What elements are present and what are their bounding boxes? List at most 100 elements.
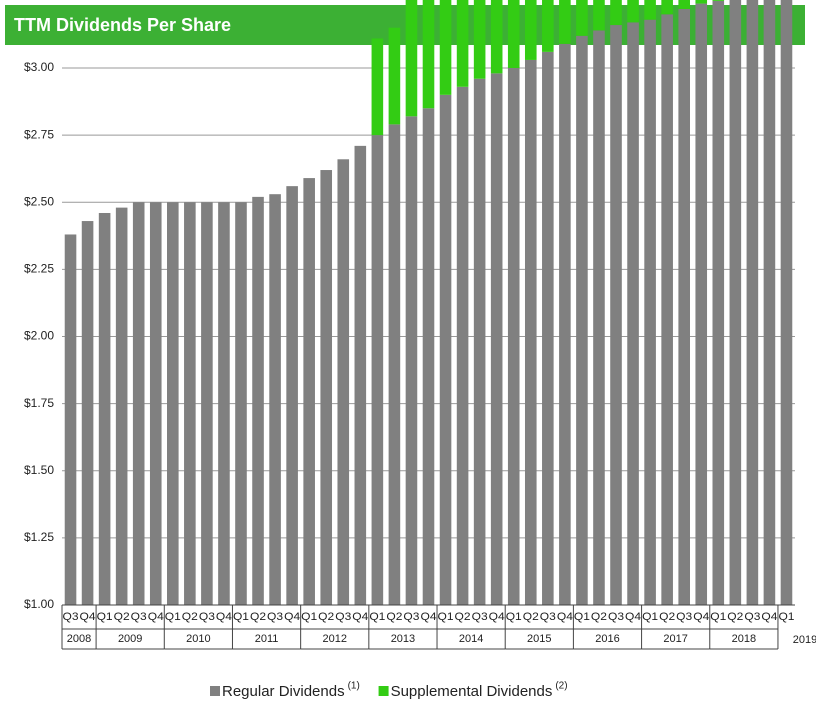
x-tick-label: Q1 bbox=[506, 611, 522, 623]
x-tick-label: Q3 bbox=[335, 611, 351, 623]
x-tick-label: Q2 bbox=[250, 611, 266, 623]
bar-segment bbox=[388, 27, 401, 125]
bar-segment bbox=[167, 202, 179, 605]
chart-title: TTM Dividends Per Share bbox=[14, 15, 231, 35]
x-group-label: 2010 bbox=[186, 633, 210, 645]
bar-segment bbox=[593, 30, 605, 606]
bar-segment bbox=[320, 170, 333, 605]
x-tick-label: Q2 bbox=[114, 611, 130, 623]
x-tick-label: Q1 bbox=[233, 611, 249, 623]
x-group-label: 2016 bbox=[595, 633, 619, 645]
bar-segment bbox=[439, 0, 452, 95]
x-tick-label: Q3 bbox=[608, 611, 624, 623]
bar-segment bbox=[780, 0, 793, 605]
legend: Regular Dividends (1) Supplemental Dividen… bbox=[210, 681, 568, 700]
bar-segment bbox=[524, 59, 537, 605]
bar-segment bbox=[115, 207, 128, 605]
legend-swatch bbox=[210, 686, 220, 696]
bar-segment bbox=[644, 19, 656, 606]
x-group-label: 2009 bbox=[118, 633, 142, 645]
x-tick-label: Q1 bbox=[97, 611, 113, 623]
legend-footnote: (2) bbox=[555, 681, 567, 692]
bar-segment bbox=[593, 0, 605, 31]
x-tick-label: Q1 bbox=[301, 611, 317, 623]
bar-segment bbox=[729, 0, 742, 605]
x-tick-label: Q4 bbox=[352, 611, 368, 623]
x-tick-label: Q2 bbox=[386, 611, 402, 623]
bar-segment bbox=[422, 0, 435, 109]
x-tick-label: Q3 bbox=[472, 611, 488, 623]
bar-segment bbox=[235, 202, 247, 605]
bar-segment bbox=[218, 202, 230, 605]
x-group-label: 2012 bbox=[323, 633, 347, 645]
legend-label: Regular Dividends bbox=[222, 683, 345, 700]
x-tick-label: Q3 bbox=[63, 611, 79, 623]
x-tick-label: Q1 bbox=[165, 611, 181, 623]
bar-segment bbox=[746, 0, 759, 605]
bar-segment bbox=[405, 116, 418, 605]
bar-segment bbox=[627, 22, 639, 606]
bar-segment bbox=[576, 35, 588, 605]
bar-segment bbox=[64, 234, 77, 605]
x-tick-label: Q3 bbox=[199, 611, 215, 623]
x-group-label: 2015 bbox=[527, 633, 551, 645]
y-tick-label: $2.00 bbox=[24, 329, 54, 343]
x-tick-label: Q3 bbox=[131, 611, 147, 623]
x-tick-label: Q2 bbox=[455, 611, 471, 623]
bar-segment bbox=[507, 68, 520, 605]
x-tick-label: Q1 bbox=[574, 611, 590, 623]
x-tick-label: Q4 bbox=[489, 611, 505, 623]
bar-segment bbox=[132, 202, 145, 605]
x-tick-label: Q2 bbox=[182, 611, 198, 623]
bar-segment bbox=[149, 202, 162, 605]
x-tick-label: Q4 bbox=[216, 611, 232, 623]
bar-segment bbox=[371, 135, 384, 605]
x-tick-label: Q4 bbox=[284, 611, 300, 623]
legend-footnote: (1) bbox=[348, 681, 360, 692]
bar-segment bbox=[473, 78, 486, 606]
x-tick-label: Q1 bbox=[778, 611, 794, 623]
bar-segment bbox=[576, 0, 588, 36]
x-group-label: 2019 bbox=[793, 634, 816, 646]
bar-segment bbox=[456, 0, 469, 87]
x-tick-label: Q3 bbox=[540, 611, 556, 623]
x-group-label: 2008 bbox=[67, 633, 91, 645]
y-tick-label: $2.25 bbox=[24, 262, 54, 276]
bar-segment bbox=[610, 25, 622, 606]
bar-segment bbox=[354, 145, 367, 606]
x-tick-label: Q4 bbox=[80, 611, 96, 623]
bar-segment bbox=[252, 196, 264, 605]
bar-segment bbox=[439, 94, 452, 605]
x-tick-label: Q1 bbox=[642, 611, 658, 623]
bar-segment bbox=[661, 14, 673, 606]
bar-segment bbox=[695, 3, 708, 606]
bar-segment bbox=[371, 38, 384, 136]
x-tick-label: Q3 bbox=[744, 611, 760, 623]
x-tick-label: Q2 bbox=[659, 611, 675, 623]
bar-segment bbox=[473, 0, 486, 79]
bar-segment bbox=[201, 202, 213, 605]
bar-segment bbox=[627, 0, 639, 23]
bar-segment bbox=[678, 8, 690, 606]
bar-segment bbox=[507, 0, 520, 68]
bar-segment bbox=[763, 0, 776, 605]
bar-segment bbox=[644, 0, 656, 20]
y-tick-label: $2.50 bbox=[24, 194, 54, 208]
bar-segment bbox=[337, 159, 350, 606]
y-tick-label: $1.00 bbox=[24, 597, 54, 611]
x-tick-label: Q4 bbox=[148, 611, 164, 623]
y-tick-label: $2.75 bbox=[24, 127, 54, 141]
x-tick-label: Q4 bbox=[420, 611, 436, 623]
x-group-label: 2018 bbox=[732, 633, 756, 645]
x-tick-label: Q3 bbox=[676, 611, 692, 623]
bar-segment bbox=[695, 0, 708, 4]
bar-segment bbox=[610, 0, 622, 26]
bar-segment bbox=[98, 212, 111, 606]
bar-segment bbox=[712, 0, 725, 605]
bar-segment bbox=[405, 0, 418, 117]
x-tick-label: Q2 bbox=[591, 611, 607, 623]
y-tick-label: $3.00 bbox=[24, 60, 54, 74]
bar-segment bbox=[542, 0, 554, 52]
x-tick-label: Q2 bbox=[727, 611, 743, 623]
bar-segment bbox=[559, 0, 571, 44]
